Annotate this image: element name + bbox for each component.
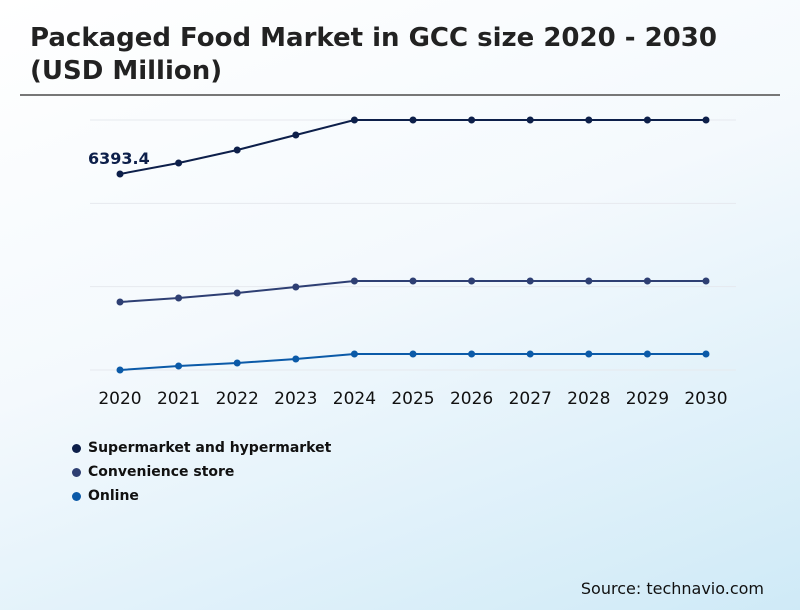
data-point xyxy=(116,170,124,178)
data-point xyxy=(233,359,241,367)
data-point xyxy=(526,350,534,358)
data-point xyxy=(526,277,534,285)
data-label: 6393.4 xyxy=(88,149,150,168)
data-point xyxy=(468,277,476,285)
chart-title: Packaged Food Market in GCC size 2020 - … xyxy=(30,23,717,86)
data-point xyxy=(409,116,417,124)
data-point xyxy=(409,350,417,358)
data-point xyxy=(468,116,476,124)
x-tick-label: 2029 xyxy=(626,389,669,409)
legend-label: Convenience store xyxy=(88,464,235,480)
data-point xyxy=(643,350,651,358)
x-tick-label: 2020 xyxy=(98,389,141,409)
data-point xyxy=(585,277,593,285)
data-point xyxy=(116,366,124,374)
x-tick-label: 2024 xyxy=(333,389,376,409)
data-point xyxy=(116,298,124,306)
x-tick-label: 2023 xyxy=(274,389,317,409)
x-tick-label: 2021 xyxy=(157,389,200,409)
legend-marker xyxy=(72,491,81,501)
data-point xyxy=(292,131,300,139)
data-point xyxy=(702,277,710,285)
title-divider xyxy=(20,94,780,96)
data-point xyxy=(175,362,183,370)
data-point xyxy=(643,116,651,124)
data-point xyxy=(175,159,183,167)
data-point xyxy=(350,116,358,124)
x-tick-label: 2022 xyxy=(216,389,259,409)
legend-item-online: Online xyxy=(72,484,331,508)
data-point xyxy=(233,289,241,297)
source-credit: Source: technavio.com xyxy=(580,579,764,598)
legend-label: Online xyxy=(88,488,139,504)
legend-item-supermarket: Supermarket and hypermarket xyxy=(72,436,331,460)
data-point xyxy=(409,277,417,285)
data-point xyxy=(292,283,300,291)
data-point xyxy=(350,350,358,358)
series-line-0 xyxy=(119,119,706,175)
data-point xyxy=(350,277,358,285)
data-point xyxy=(585,350,593,358)
legend-item-convenience: Convenience store xyxy=(72,460,331,484)
x-tick-label: 2026 xyxy=(450,389,493,409)
data-point xyxy=(292,355,300,363)
legend: Supermarket and hypermarket Convenience … xyxy=(72,436,331,508)
legend-marker xyxy=(72,467,81,477)
data-point xyxy=(702,116,710,124)
legend-label: Supermarket and hypermarket xyxy=(88,440,332,456)
x-tick-label: 2028 xyxy=(567,389,610,409)
data-point xyxy=(643,277,651,285)
data-point xyxy=(468,350,476,358)
data-point xyxy=(526,116,534,124)
legend-marker xyxy=(72,443,81,453)
x-tick-label: 2025 xyxy=(391,389,434,409)
data-point xyxy=(585,116,593,124)
x-tick-label: 2030 xyxy=(684,389,727,409)
data-point xyxy=(702,350,710,358)
data-point xyxy=(175,294,183,302)
line-chart: 2020 2021 2022 2023 2024 2025 2026 2027 2028 2029… xyxy=(88,116,736,409)
data-point xyxy=(233,146,241,154)
x-tick-label: 2027 xyxy=(509,389,552,409)
